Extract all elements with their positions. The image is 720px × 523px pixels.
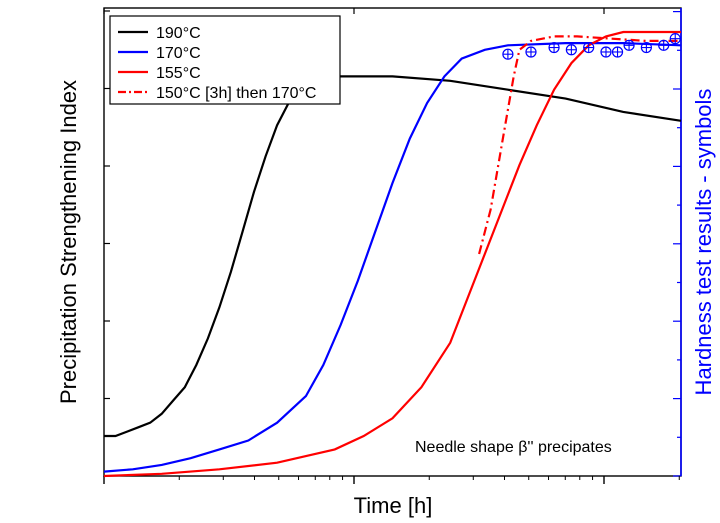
- legend-box: [109, 15, 341, 105]
- legend: 190°C 170°C 155°C 150°C [3h] then 170°C: [109, 15, 341, 105]
- tick-marks: [103, 8, 681, 484]
- hardness-marker: [623, 39, 635, 51]
- hardness-marker: [611, 46, 624, 58]
- hardness-marker: [600, 46, 612, 58]
- annotation-text: Needle shape β'' precipates: [415, 439, 612, 456]
- x-axis-title: Time [h]: [354, 493, 433, 518]
- hardness-marker: [583, 41, 595, 54]
- y-axis-title-right: Hardness test results - symbols: [691, 89, 716, 396]
- legend-label-0: 190°C: [156, 25, 201, 42]
- hardness-marker: [658, 39, 670, 51]
- hardness-markers: [502, 33, 681, 60]
- hardness-marker: [565, 44, 577, 56]
- y-axis-title-left: Precipitation Strengthening Index: [56, 80, 81, 404]
- hardness-marker: [640, 41, 652, 54]
- hardness-marker: [669, 33, 681, 45]
- legend-label-3: 150°C [3h] then 170°C: [156, 85, 316, 102]
- series-line-1: [103, 42, 682, 473]
- series-line-2: [103, 30, 681, 478]
- hardness-marker: [502, 48, 514, 60]
- series-lines: [103, 30, 682, 478]
- series-line-0: [104, 75, 682, 438]
- legend-label-2: 155°C: [156, 65, 201, 82]
- legend-label-1: 170°C: [156, 45, 201, 62]
- hardness-marker: [525, 46, 537, 58]
- hardness-marker: [548, 41, 560, 54]
- series-line-3: [478, 35, 681, 255]
